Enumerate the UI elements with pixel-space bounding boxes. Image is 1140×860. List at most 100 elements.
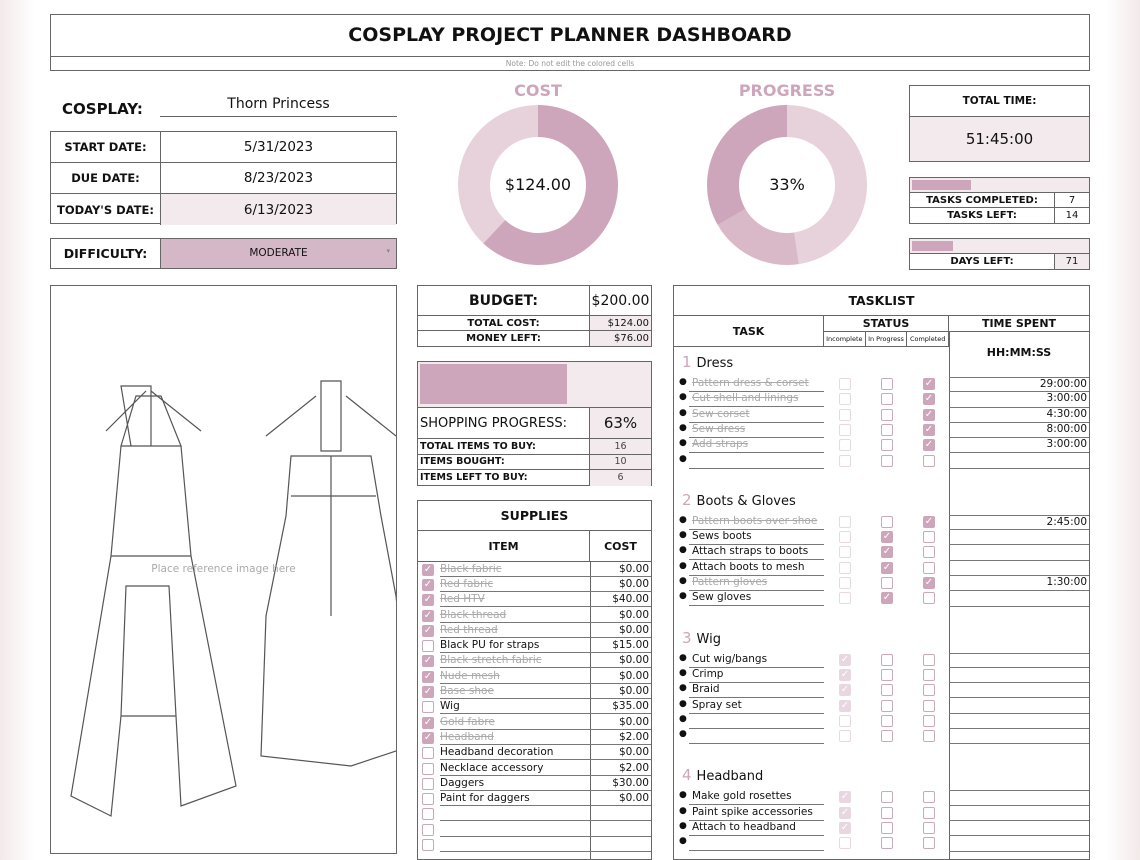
in-progress-checkbox[interactable] (881, 791, 893, 804)
date-value[interactable]: 8/23/2023 (161, 163, 396, 194)
completed-checkbox[interactable] (923, 684, 935, 697)
in-progress-checkbox[interactable]: ✓ (881, 592, 893, 605)
task-name[interactable]: Cut shell and linings (689, 392, 824, 408)
task-name[interactable]: Cut wig/bangs (689, 653, 824, 668)
task-name[interactable] (689, 836, 824, 852)
bought-checkbox[interactable]: ✓ (422, 594, 434, 607)
incomplete-checkbox[interactable]: ✓ (839, 668, 851, 681)
in-progress-checkbox[interactable] (881, 714, 893, 727)
supply-name[interactable]: Red HTV (440, 593, 588, 608)
task-time[interactable] (949, 821, 1089, 837)
incomplete-checkbox[interactable] (839, 515, 851, 528)
supply-name[interactable] (440, 807, 588, 822)
supply-name[interactable]: Black PU for straps (440, 639, 588, 654)
in-progress-checkbox[interactable] (881, 378, 893, 390)
incomplete-checkbox[interactable]: ✓ (839, 653, 851, 666)
completed-checkbox[interactable] (923, 561, 935, 574)
task-time[interactable] (949, 714, 1089, 730)
incomplete-checkbox[interactable] (839, 592, 851, 605)
task-time[interactable] (949, 545, 1089, 561)
supply-cost[interactable]: $0.00 (588, 563, 651, 577)
incomplete-checkbox[interactable] (839, 531, 851, 544)
in-progress-checkbox[interactable] (881, 668, 893, 681)
task-name[interactable] (689, 729, 824, 745)
task-time[interactable]: 3:00:00 (949, 438, 1089, 454)
supply-name[interactable]: Black thread (440, 609, 588, 623)
supply-cost[interactable]: $40.00 (588, 593, 651, 608)
in-progress-checkbox[interactable]: ✓ (881, 531, 893, 544)
task-name[interactable]: Attach straps to boots (689, 545, 824, 561)
supply-name[interactable]: Nude mesh (440, 670, 588, 684)
in-progress-checkbox[interactable] (881, 822, 893, 834)
task-time[interactable] (949, 561, 1089, 576)
task-name[interactable] (689, 714, 824, 729)
supply-name[interactable]: Black stretch fabric (440, 654, 588, 669)
supply-cost[interactable] (588, 823, 651, 837)
bought-checkbox[interactable] (422, 793, 434, 806)
in-progress-checkbox[interactable] (881, 454, 893, 467)
task-time[interactable]: 8:00:00 (949, 423, 1089, 439)
task-name[interactable]: Crimp (689, 668, 824, 683)
completed-checkbox[interactable]: ✓ (923, 577, 935, 589)
bought-checkbox[interactable] (422, 747, 434, 760)
completed-checkbox[interactable] (923, 454, 935, 467)
completed-checkbox[interactable] (923, 806, 935, 819)
in-progress-checkbox[interactable] (881, 393, 893, 406)
task-name[interactable]: Paint spike accessories (689, 806, 824, 821)
in-progress-checkbox[interactable] (881, 684, 893, 697)
bought-checkbox[interactable] (422, 839, 434, 852)
bought-checkbox[interactable]: ✓ (422, 716, 434, 729)
task-time[interactable] (949, 454, 1089, 469)
completed-checkbox[interactable]: ✓ (923, 408, 935, 421)
task-name[interactable]: Spray set (689, 699, 824, 714)
in-progress-checkbox[interactable] (881, 806, 893, 819)
bought-checkbox[interactable]: ✓ (422, 578, 434, 591)
in-progress-checkbox[interactable] (881, 699, 893, 712)
date-value[interactable]: 5/31/2023 (161, 132, 396, 163)
bought-checkbox[interactable]: ✓ (422, 670, 434, 683)
incomplete-checkbox[interactable] (839, 454, 851, 467)
task-name[interactable]: Attach to headband (689, 821, 824, 836)
task-name[interactable]: Attach boots to mesh (689, 561, 824, 576)
completed-checkbox[interactable]: ✓ (923, 515, 935, 528)
incomplete-checkbox[interactable]: ✓ (839, 684, 851, 697)
bought-checkbox[interactable]: ✓ (422, 624, 434, 637)
in-progress-checkbox[interactable] (881, 577, 893, 589)
completed-checkbox[interactable] (923, 531, 935, 544)
completed-checkbox[interactable]: ✓ (923, 393, 935, 406)
task-name[interactable]: Sew corset (689, 408, 824, 423)
incomplete-checkbox[interactable] (839, 837, 851, 850)
incomplete-checkbox[interactable] (839, 408, 851, 421)
task-name[interactable]: Make gold rosettes (689, 790, 824, 806)
task-name[interactable]: Sew gloves (689, 591, 824, 607)
supply-cost[interactable]: $0.00 (588, 654, 651, 669)
supply-cost[interactable]: $30.00 (588, 777, 651, 791)
task-time[interactable] (949, 790, 1089, 806)
incomplete-checkbox[interactable]: ✓ (839, 699, 851, 712)
supply-name[interactable] (440, 823, 588, 837)
reference-image-area[interactable]: Place reference image here (50, 285, 397, 854)
bought-checkbox[interactable] (422, 701, 434, 714)
supply-name[interactable]: Base shoe (440, 685, 588, 700)
completed-checkbox[interactable] (923, 730, 935, 743)
in-progress-checkbox[interactable]: ✓ (881, 546, 893, 559)
supply-name[interactable]: Headband decoration (440, 746, 588, 761)
incomplete-checkbox[interactable]: ✓ (839, 791, 851, 804)
in-progress-checkbox[interactable] (881, 837, 893, 850)
task-name[interactable]: Sew dress (689, 423, 824, 438)
task-time[interactable] (949, 836, 1089, 852)
task-name[interactable]: Pattern boots over shoe (689, 515, 824, 530)
bought-checkbox[interactable] (422, 777, 434, 790)
completed-checkbox[interactable] (923, 653, 935, 666)
supply-name[interactable]: Headband (440, 731, 588, 745)
completed-checkbox[interactable] (923, 668, 935, 681)
supply-name[interactable]: Red thread (440, 624, 588, 638)
task-name[interactable]: Sews boots (689, 530, 824, 546)
task-time[interactable] (949, 668, 1089, 684)
task-time[interactable] (949, 729, 1089, 745)
completed-checkbox[interactable]: ✓ (923, 423, 935, 436)
completed-checkbox[interactable] (923, 791, 935, 804)
incomplete-checkbox[interactable] (839, 561, 851, 574)
task-name[interactable]: Pattern gloves (689, 576, 824, 591)
supply-cost[interactable]: $35.00 (588, 700, 651, 715)
